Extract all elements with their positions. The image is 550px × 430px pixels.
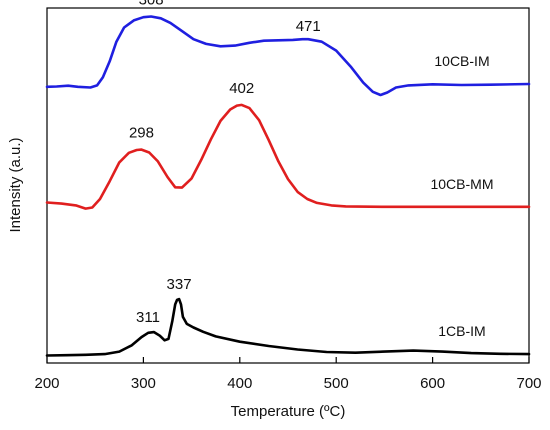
- peak-label-311: 311: [136, 309, 160, 326]
- x-axis-title: Temperature (ºC): [231, 403, 346, 420]
- x-tick-label-500: 500: [324, 375, 349, 392]
- peak-label-337: 337: [167, 276, 192, 293]
- y-axis-title: Intensity (a.u.): [7, 137, 24, 232]
- series-line-1cb-im: [45, 297, 531, 357]
- peak-label-471: 471: [296, 18, 321, 35]
- series-label-1cb-im: 1CB-IM: [438, 323, 485, 339]
- annotation-layer: 10CB-IM 308 471 10CB-MM 298 402 1CB-IM 311 337: [129, 0, 494, 339]
- x-tick-label-300: 300: [131, 375, 156, 392]
- series-line-10cb-im: [45, 15, 531, 97]
- series-label-10cb-mm: 10CB-MM: [430, 176, 493, 192]
- series-label-10cb-im: 10CB-IM: [434, 53, 489, 69]
- x-tick-label-200: 200: [34, 375, 59, 392]
- peak-label-402: 402: [229, 80, 254, 97]
- series-line-10cb-mm: [45, 103, 531, 210]
- x-tick-label-700: 700: [516, 375, 541, 392]
- peak-label-298: 298: [129, 125, 154, 142]
- x-tick-label-600: 600: [420, 375, 445, 392]
- x-axis-ticks: 200 300 400 500 600 700: [34, 357, 542, 392]
- peak-label-308: 308: [139, 0, 164, 9]
- series-layer: [45, 15, 531, 357]
- x-tick-label-400: 400: [227, 375, 252, 392]
- plot-frame: [46, 7, 530, 364]
